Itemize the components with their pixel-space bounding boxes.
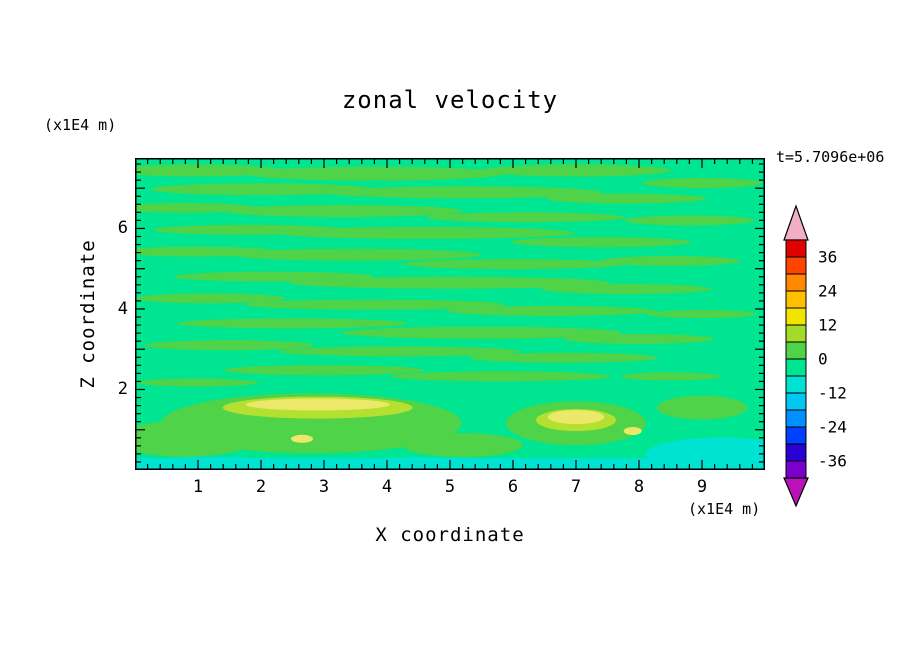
x-tick-label: 1 — [192, 477, 204, 497]
z-axis-unit-label: (x1E4 m) — [44, 116, 117, 134]
colorbar-tick-label: -36 — [818, 451, 847, 471]
time-annotation: t=5.7096e+06 — [776, 148, 885, 166]
colorbar-tick-label: -24 — [818, 417, 847, 437]
colorbar-tick-label: 0 — [818, 349, 828, 369]
colorbar: 36 24 12 0 -12 -24 -36 — [782, 204, 882, 514]
x-tick-label: 9 — [696, 477, 708, 497]
colorbar-tick-label: 36 — [818, 247, 838, 267]
x-tick-label: 3 — [318, 477, 330, 497]
z-tick-label: 4 — [117, 298, 128, 319]
colorbar-tick-label: -12 — [818, 383, 847, 403]
z-tick-label: 6 — [117, 218, 128, 239]
colorbar-tick-label: 24 — [818, 281, 838, 301]
colorbar-tick-label: 12 — [818, 315, 838, 335]
chart-title: zonal velocity — [341, 86, 559, 114]
x-tick-label: 4 — [381, 477, 393, 497]
zonal-velocity-heatmap — [135, 158, 765, 470]
x-tick-label: 5 — [444, 477, 456, 497]
x-axis-unit-label: (x1E4 m) — [688, 500, 761, 518]
colorbar-scale — [783, 204, 809, 508]
x-tick-label: 6 — [507, 477, 519, 497]
x-tick-label: 8 — [633, 477, 645, 497]
x-axis-title: X coordinate — [375, 524, 525, 546]
x-tick-label: 7 — [570, 477, 582, 497]
x-tick-label: 2 — [255, 477, 267, 497]
z-tick-label: 2 — [117, 379, 128, 400]
z-axis-title: Z coordinate — [77, 239, 99, 389]
z-axis-tick-labels: 2 4 6 — [100, 158, 128, 470]
x-axis-tick-labels: 1 2 3 4 5 6 7 8 9 — [135, 477, 765, 497]
